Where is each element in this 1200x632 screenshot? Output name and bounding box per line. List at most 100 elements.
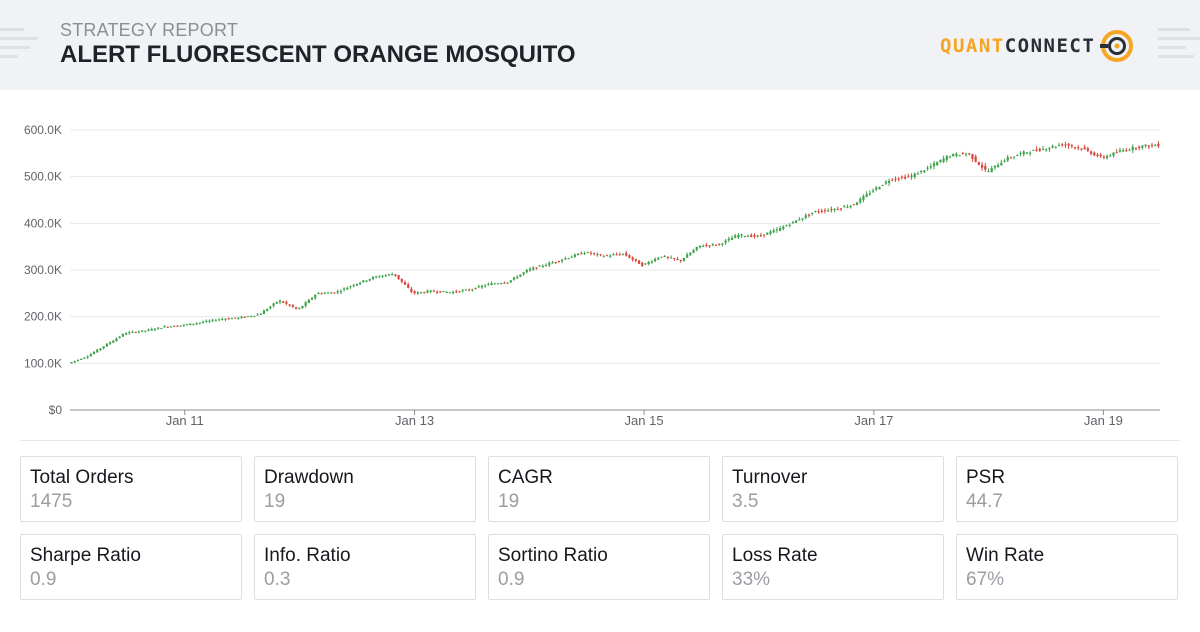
candle-body — [1128, 149, 1131, 151]
candle-body — [538, 265, 541, 267]
candle-body — [1093, 152, 1096, 156]
candle-body — [904, 176, 907, 179]
candle-body — [1003, 160, 1006, 162]
candle-body — [359, 282, 362, 285]
candle-body — [804, 215, 807, 218]
candle-body — [641, 262, 644, 267]
candle-body — [676, 258, 679, 260]
candle-body — [201, 322, 205, 324]
candle-body — [243, 316, 246, 318]
candle-body — [830, 209, 833, 211]
header-decoration-right — [1158, 28, 1200, 64]
candle-body — [605, 255, 609, 257]
candle-body — [1073, 147, 1077, 149]
stat-label: Total Orders — [30, 467, 134, 488]
candle-body — [307, 299, 310, 304]
candle-body — [1154, 145, 1157, 147]
candle-body — [198, 322, 201, 324]
candle-body — [730, 237, 734, 241]
stat-card-win-rate: Win Rate 67% — [956, 534, 1178, 600]
candle-body — [169, 326, 173, 328]
stat-card-info-ratio: Info. Ratio 0.3 — [254, 534, 476, 600]
candle-body — [1147, 145, 1150, 147]
candle-body — [923, 170, 926, 173]
candle-body — [294, 307, 298, 309]
candle-body — [137, 331, 141, 333]
y-tick-label: 300.0K — [24, 263, 62, 277]
candle-body — [298, 308, 301, 310]
candle-body — [163, 326, 166, 328]
candle-body — [1057, 145, 1061, 147]
candle-body — [958, 155, 961, 157]
stat-label: Drawdown — [264, 467, 354, 488]
candle-body — [160, 328, 163, 330]
candle-body — [788, 224, 791, 226]
candle-body — [772, 230, 775, 233]
candle-body — [1070, 145, 1073, 147]
candle-body — [253, 315, 256, 317]
candle-body — [387, 274, 391, 276]
candle-body — [779, 227, 782, 231]
candle-body — [464, 289, 468, 291]
candle-body — [644, 263, 647, 265]
candle-body — [237, 317, 240, 319]
candle-body — [1025, 152, 1029, 154]
candle-body — [121, 334, 124, 337]
candle-body — [897, 178, 900, 180]
stat-value: 19 — [498, 491, 520, 512]
stat-label: Turnover — [732, 467, 808, 488]
candle-body — [650, 261, 653, 263]
candle-body — [1032, 149, 1035, 151]
candle-body — [714, 244, 718, 246]
candle-body — [865, 193, 868, 197]
candle-body — [1045, 149, 1048, 151]
candle-body — [112, 340, 115, 343]
candle-body — [920, 170, 923, 173]
candle-body — [336, 291, 339, 293]
candle-body — [939, 159, 942, 163]
candle-body — [637, 260, 641, 264]
candle-body — [721, 243, 724, 245]
candle-body — [208, 320, 211, 322]
candle-body — [692, 249, 695, 253]
y-tick-label: 400.0K — [24, 216, 62, 230]
candle-body — [1022, 151, 1025, 155]
candle-body — [320, 293, 323, 295]
candle-body — [256, 314, 259, 316]
candle-body — [108, 342, 112, 345]
candle-body — [1106, 156, 1109, 159]
candle-body — [766, 232, 769, 235]
candle-body — [1115, 152, 1118, 154]
candle-body — [849, 205, 852, 208]
candle-body — [702, 245, 705, 247]
stat-label: Sharpe Ratio — [30, 545, 141, 566]
candle-body — [1000, 162, 1003, 166]
candle-body — [442, 291, 445, 293]
candle-body — [843, 206, 846, 208]
candle-body — [708, 245, 711, 247]
stat-value: 44.7 — [966, 491, 1003, 512]
candle-body — [769, 231, 772, 234]
candle-body — [1048, 148, 1051, 150]
candle-body — [1099, 154, 1102, 157]
candle-body — [750, 234, 753, 237]
candle-body — [746, 236, 750, 238]
candle-body — [791, 221, 795, 223]
x-tick-label: Jan 13 — [395, 413, 434, 428]
candle-body — [743, 236, 746, 238]
y-tick-label: 100.0K — [24, 356, 62, 370]
candle-body — [878, 187, 881, 190]
candle-body — [144, 330, 147, 332]
candle-body — [618, 254, 621, 256]
candle-body — [1122, 150, 1125, 152]
candle-body — [663, 256, 666, 258]
candle-body — [631, 257, 634, 260]
candle-body — [1029, 152, 1032, 154]
candle-body — [839, 208, 843, 210]
stat-value: 1475 — [30, 491, 73, 512]
candle-body — [217, 319, 221, 321]
candle-body — [612, 254, 615, 256]
candle-body — [211, 319, 214, 321]
candle-body — [343, 288, 346, 290]
candle-body — [285, 301, 288, 304]
